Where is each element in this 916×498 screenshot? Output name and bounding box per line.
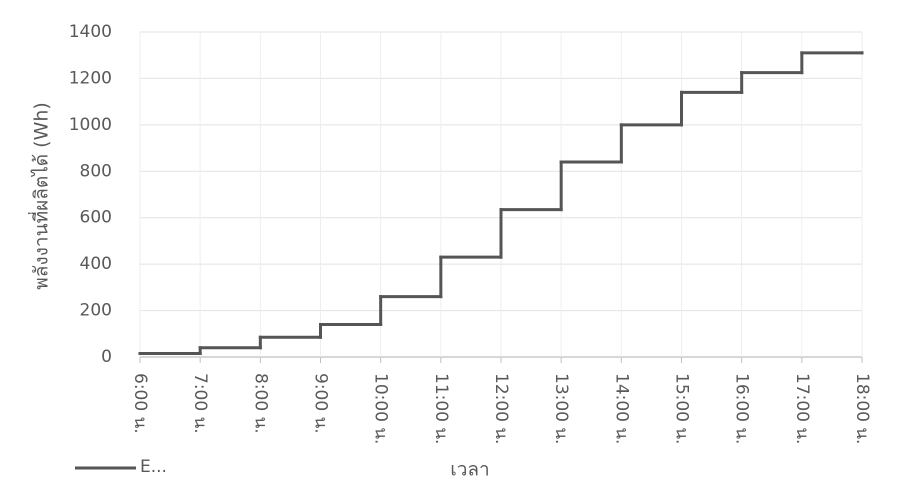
x-tick-label: 13:00 น. [551,373,571,444]
y-tick-label: 0 [101,347,112,367]
x-tick-label: 6:00 น. [130,373,150,434]
x-tick-label: 12:00 น. [491,373,511,444]
y-tick-label: 1400 [69,22,112,42]
x-tick-label: 10:00 น. [371,373,391,444]
y-tick-label: 1000 [69,115,112,135]
x-tick-label: 11:00 น. [431,373,451,444]
x-tick-label: 16:00 น. [732,373,752,444]
x-tick-label: 8:00 น. [250,373,270,434]
legend-label: E... [140,457,167,477]
x-tick-label: 14:00 น. [611,373,631,444]
y-axis-title: พลังงานที่ผลิตได้ (Wh) [28,102,53,290]
y-tick-label: 1200 [69,68,112,88]
x-tick-label: 18:00 น. [852,373,872,444]
x-axis-title: เวลา [450,459,489,481]
y-tick-label: 400 [80,254,112,274]
x-tick-label: 9:00 น. [311,373,331,434]
y-tick-label: 800 [80,161,112,181]
y-tick-label: 600 [80,208,112,228]
x-tick-label: 7:00 น. [190,373,210,434]
x-tick-label: 15:00 น. [672,373,692,444]
x-tick-label: 17:00 น. [792,373,812,444]
y-tick-label: 200 [80,301,112,321]
